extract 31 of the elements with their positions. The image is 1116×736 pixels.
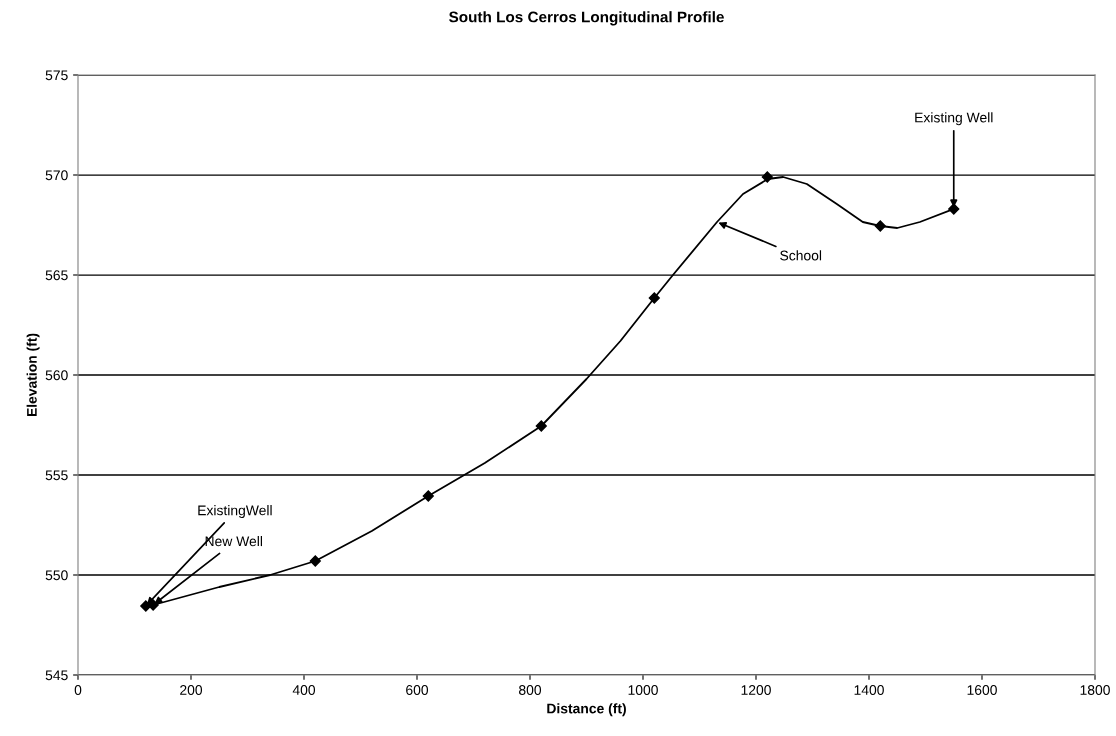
x-tick-label: 400 bbox=[292, 685, 316, 695]
point bbox=[309, 555, 321, 567]
y-tick-label: 575 bbox=[45, 70, 68, 81]
chart-title: South Los Cerros Longitudinal Profile bbox=[449, 11, 724, 26]
y-tick-label: 565 bbox=[45, 270, 68, 281]
x-tick-label: 0 bbox=[74, 685, 82, 695]
point bbox=[948, 203, 960, 215]
point bbox=[648, 292, 660, 304]
y-axis-title: Elevation (ft) bbox=[26, 333, 40, 417]
point bbox=[535, 420, 547, 432]
x-tick-label: 200 bbox=[180, 685, 203, 695]
point bbox=[761, 171, 773, 183]
point bbox=[874, 220, 886, 232]
x-tick-label: 1400 bbox=[854, 685, 884, 695]
annotation: School bbox=[780, 250, 822, 261]
x-tick-label: 1200 bbox=[741, 685, 771, 695]
x-tick-label: 1600 bbox=[967, 685, 997, 695]
y-tick-label: 570 bbox=[45, 170, 68, 181]
y-tick-label: 550 bbox=[45, 570, 68, 581]
x-axis-title: Distance (ft) bbox=[547, 703, 626, 717]
point bbox=[422, 490, 434, 502]
annotation: New Well bbox=[205, 536, 263, 547]
y-tick-label: 545 bbox=[45, 670, 68, 681]
x-tick-label: 800 bbox=[519, 685, 542, 695]
annotation: ExistingWell bbox=[198, 505, 272, 519]
y-tick-label: 555 bbox=[45, 470, 68, 481]
x-tick-label: 1000 bbox=[628, 685, 658, 695]
x-tick-label: 600 bbox=[406, 685, 429, 695]
annotation: Existing Well bbox=[915, 112, 993, 126]
x-tick-label: 1800 bbox=[1080, 685, 1110, 695]
y-tick-label: 560 bbox=[45, 370, 68, 381]
